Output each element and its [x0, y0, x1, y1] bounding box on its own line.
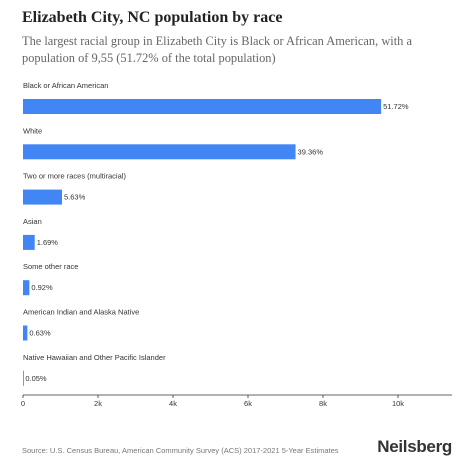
brand-logo: Neilsberg	[377, 437, 452, 456]
source-note: Source: U.S. Census Bureau, American Com…	[22, 446, 339, 455]
x-tick-label: 10k	[392, 399, 404, 408]
bar	[23, 280, 30, 296]
bar	[23, 99, 382, 114]
chart-subtitle: The largest racial group in Elizabeth Ci…	[22, 34, 412, 65]
value-label: 0.92%	[31, 283, 53, 292]
bar	[23, 144, 296, 160]
category-label: Native Hawaiian and Other Pacific Island…	[23, 353, 166, 362]
value-label: 39.36%	[298, 147, 324, 156]
category-label: Some other race	[23, 262, 78, 271]
bar	[23, 370, 24, 386]
value-label: 51.72%	[383, 102, 409, 111]
x-tick-label: 4k	[169, 399, 177, 408]
x-tick-label: 8k	[319, 399, 327, 408]
value-label: 0.63%	[29, 328, 51, 337]
x-tick-label: 0	[21, 399, 25, 408]
value-label: 0.05%	[25, 374, 47, 383]
category-label: Two or more races (multiracial)	[23, 172, 126, 181]
category-label: White	[23, 126, 42, 135]
x-tick-label: 2k	[94, 399, 102, 408]
bar	[23, 325, 28, 341]
value-label: 1.69%	[37, 238, 59, 247]
value-label: 5.63%	[64, 193, 86, 202]
category-label: American Indian and Alaska Native	[23, 307, 139, 316]
category-label: Black or African American	[23, 81, 108, 90]
category-label: Asian	[23, 217, 42, 226]
bar	[23, 189, 62, 205]
chart-title: Elizabeth City, NC population by race	[22, 9, 283, 26]
x-tick-label: 6k	[244, 399, 252, 408]
bar	[23, 234, 35, 250]
